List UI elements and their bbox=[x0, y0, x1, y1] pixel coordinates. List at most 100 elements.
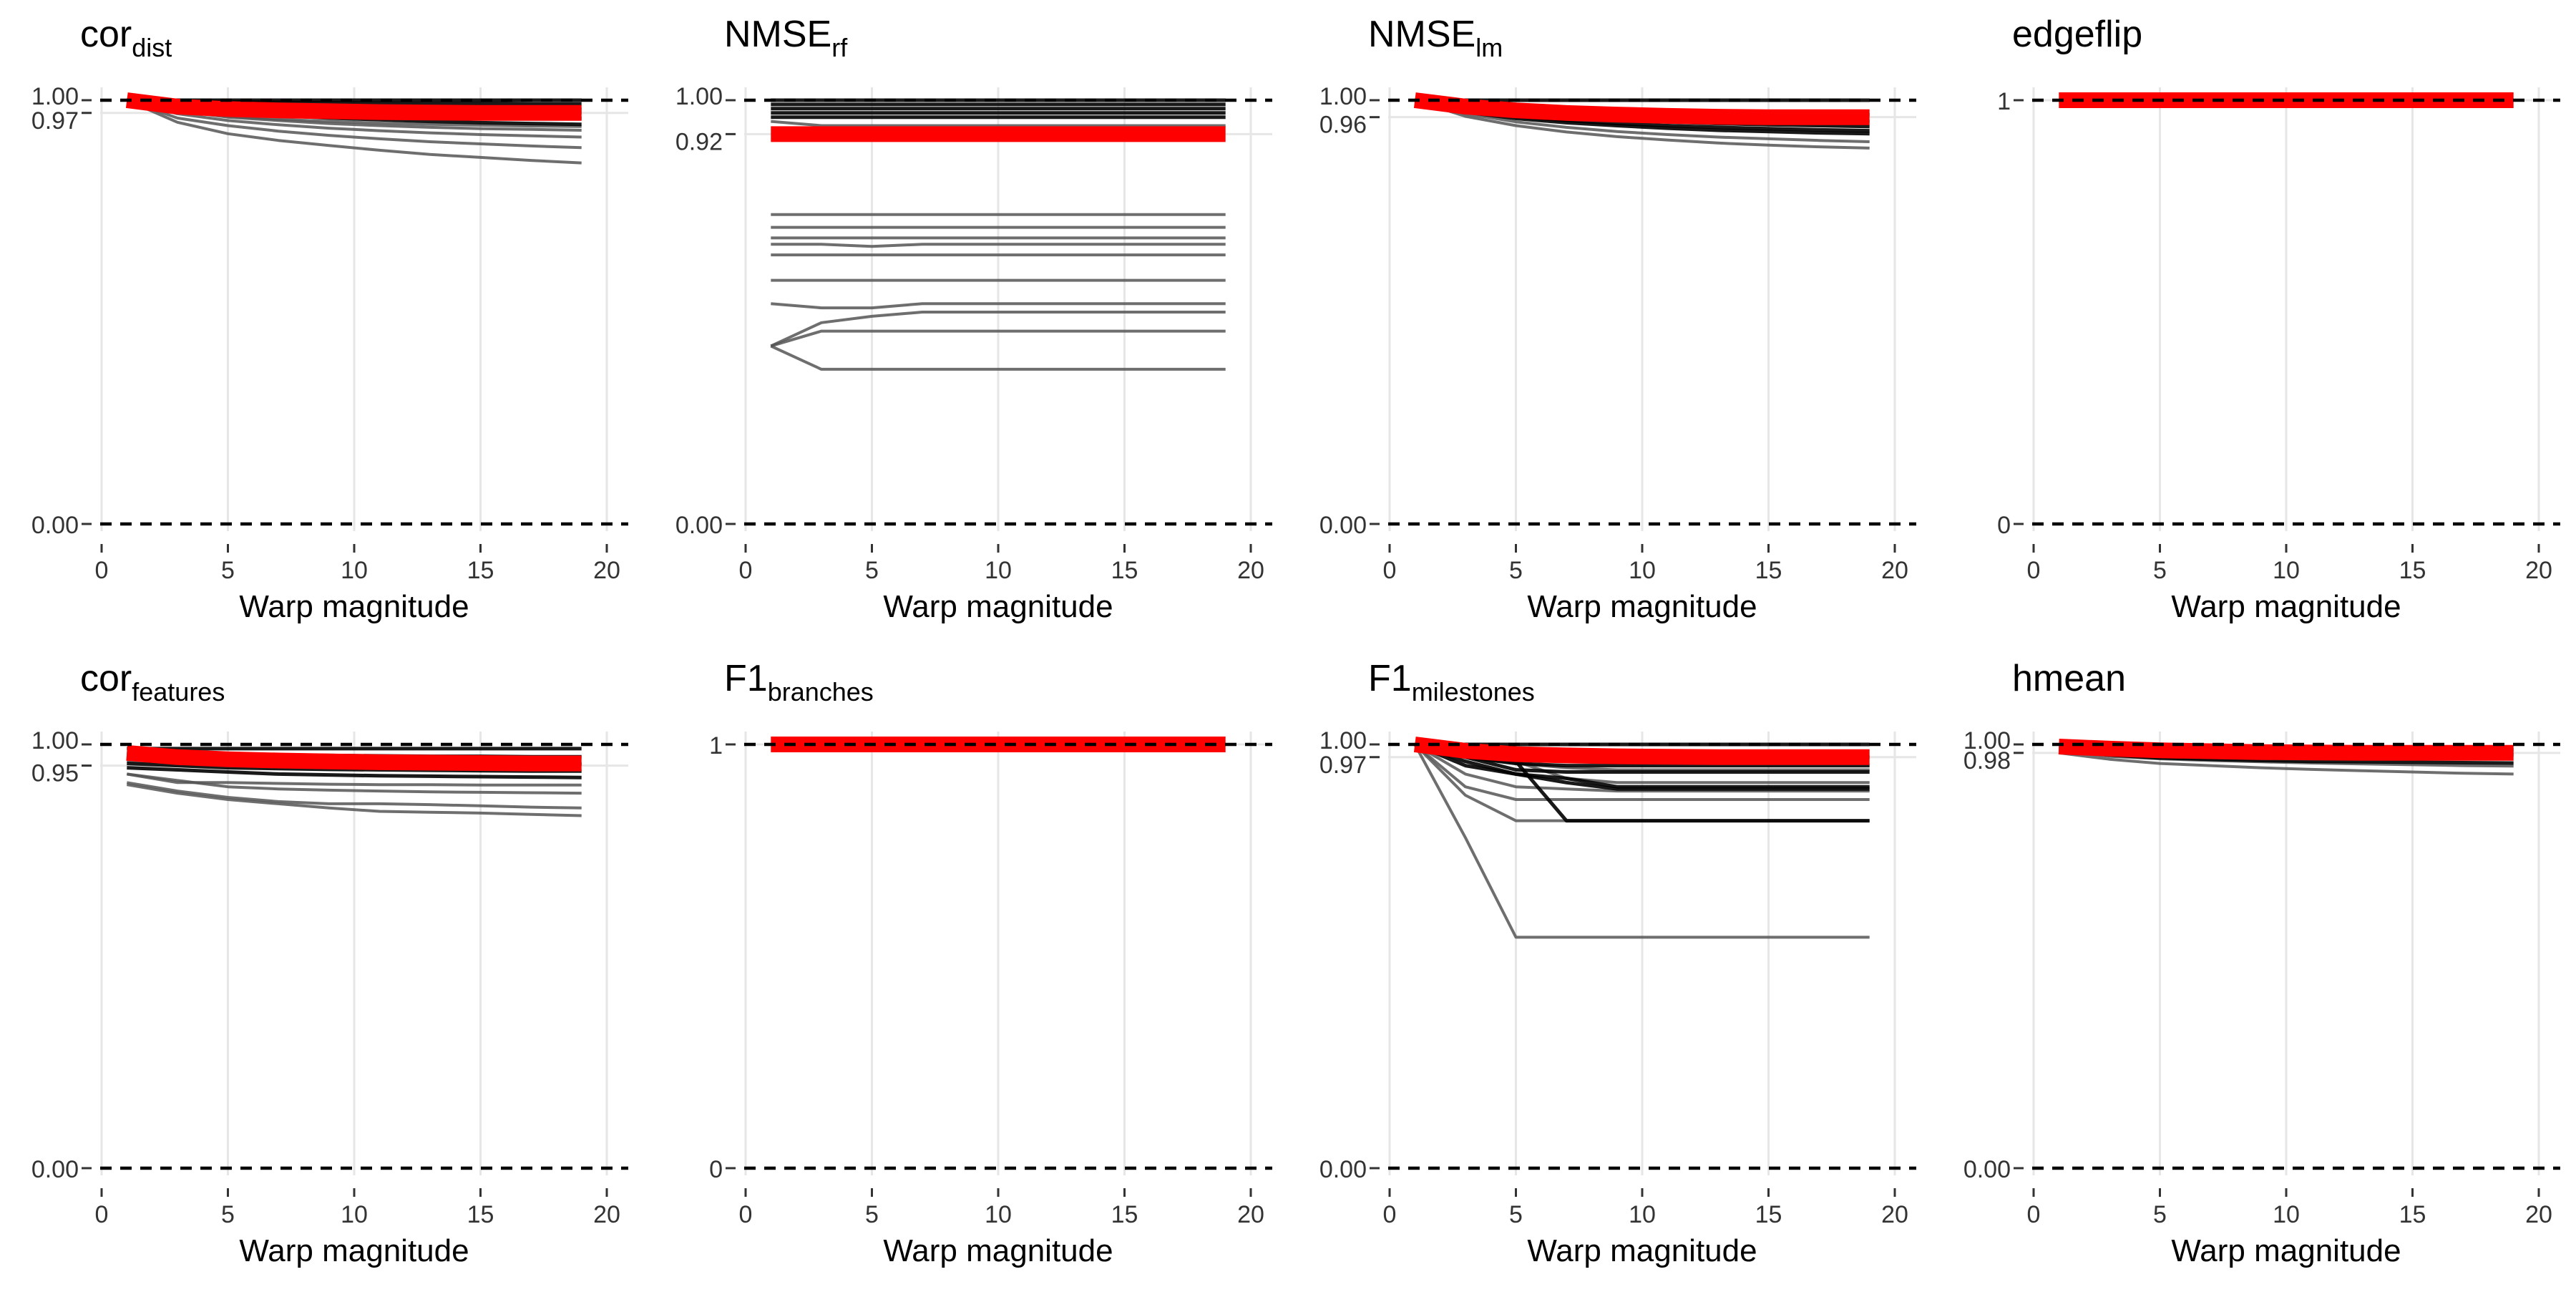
chart-4-ytick-label: 1 bbox=[1997, 88, 2011, 115]
chart-3-series-grey-1 bbox=[1414, 99, 1870, 143]
chart-5-series-grey-4 bbox=[126, 781, 582, 810]
chart-1-title: cordist bbox=[80, 13, 172, 63]
chart-1-series-grey-2 bbox=[126, 99, 582, 139]
chart-1-panel: 0.00 0.971.00 0 5 10 15 20 Warp magnitude bbox=[31, 83, 628, 624]
chart-1-xtick-label: 5 bbox=[221, 557, 235, 584]
chart-1-xtick-label: 15 bbox=[467, 557, 494, 584]
chart-1-xtick-label: 20 bbox=[593, 557, 620, 584]
chart-7-series-highlight bbox=[1413, 737, 1870, 765]
chart-7-ytick-label: 0.00 bbox=[1319, 1156, 1367, 1183]
chart-8-series-grey-2 bbox=[2059, 751, 2514, 776]
chart-7-title-main: F1 bbox=[1368, 658, 1412, 699]
chart-3-ytick-label: 1.00 bbox=[1319, 83, 1367, 110]
chart-2-series-grey-11 bbox=[770, 344, 1226, 371]
chart-5-xtick-label: 0 bbox=[95, 1201, 109, 1228]
chart-1-title-main: cor bbox=[80, 14, 132, 55]
chart-1-ytick-label: 1.00 bbox=[31, 83, 79, 110]
chart-7-xtick-label: 5 bbox=[1509, 1201, 1523, 1228]
chart-8-xtick-label: 5 bbox=[2153, 1201, 2167, 1228]
chart-5-title-sub: features bbox=[132, 677, 225, 706]
chart-6-xlabel: Warp magnitude bbox=[883, 1233, 1113, 1268]
chart-2-xtick-label: 5 bbox=[865, 557, 879, 584]
chart-3-title-main: NMSE bbox=[1368, 14, 1476, 55]
chart-7-series-dark-6 bbox=[1414, 742, 1870, 791]
chart-5-series-dark-5 bbox=[127, 766, 582, 779]
chart-7-xlabel: Warp magnitude bbox=[1527, 1233, 1757, 1268]
chart-4-xtick-label: 20 bbox=[2525, 557, 2552, 584]
chart-3-xtick-label: 20 bbox=[1881, 557, 1908, 584]
chart-5-xtick-label: 10 bbox=[341, 1201, 368, 1228]
chart-5-xtick-label: 20 bbox=[593, 1201, 620, 1228]
chart-2-series-grey-5 bbox=[771, 243, 1226, 248]
chart-5-xtick-label: 5 bbox=[221, 1201, 235, 1228]
chart-4-title-main: edgeflip bbox=[2012, 14, 2143, 55]
chart-7-xtick-label: 15 bbox=[1755, 1201, 1782, 1228]
chart-3-xlabel: Warp magnitude bbox=[1527, 589, 1757, 624]
chart-8-xtick-label: 20 bbox=[2525, 1201, 2552, 1228]
chart-2-panel: 0.00 0.92 1.00 0 5 10 15 20 Warp magnitude bbox=[675, 83, 1272, 624]
chart-7-series-dark-4 bbox=[1414, 742, 1870, 774]
chart-5-series-grey-5 bbox=[126, 783, 582, 817]
chart-1-title-sub: dist bbox=[132, 33, 172, 62]
chart-5-xtick-label: 15 bbox=[467, 1201, 494, 1228]
chart-2-series-grey-8 bbox=[771, 302, 1226, 310]
chart-5-panel: 0.00 0.95 1.00 0 5 10 15 20 Warp magnitude bbox=[31, 727, 628, 1268]
chart-2-xlabel: Warp magnitude bbox=[883, 589, 1113, 624]
chart-2-ytick-label: 0.00 bbox=[675, 512, 723, 539]
chart-7-ytick-label: 1.00 bbox=[1319, 727, 1367, 754]
chart-2-title-sub: rf bbox=[831, 33, 848, 62]
chart-4-xtick-label: 0 bbox=[2027, 557, 2041, 584]
chart-6-xtick-label: 0 bbox=[739, 1201, 753, 1228]
chart-4-xlabel: Warp magnitude bbox=[2171, 589, 2401, 624]
chart-4-xtick-label: 5 bbox=[2153, 557, 2167, 584]
chart-7-series-grey-3 bbox=[1414, 743, 1870, 793]
chart-2-xtick-label: 20 bbox=[1237, 557, 1264, 584]
chart-6-title-main: F1 bbox=[724, 658, 768, 699]
chart-1-series-grey-3 bbox=[126, 99, 582, 150]
chart-6-xtick-label: 5 bbox=[865, 1201, 879, 1228]
chart-1-ytick-label: 0.97 bbox=[31, 107, 79, 135]
chart-8-xtick-label: 0 bbox=[2027, 1201, 2041, 1228]
chart-8-xtick-label: 15 bbox=[2399, 1201, 2426, 1228]
chart-3-xtick-label: 10 bbox=[1629, 557, 1656, 584]
chart-8-xtick-label: 10 bbox=[2273, 1201, 2300, 1228]
chart-8-title-main: hmean bbox=[2012, 658, 2126, 699]
chart-1-series-highlight bbox=[125, 92, 582, 121]
chart-5-title: corfeatures bbox=[80, 657, 225, 707]
chart-7-title: F1milestones bbox=[1368, 657, 1535, 707]
chart-6-xtick-label: 20 bbox=[1237, 1201, 1264, 1228]
chart-3-xtick-label: 5 bbox=[1509, 557, 1523, 584]
chart-4-ytick-label: 0 bbox=[1997, 512, 2011, 539]
chart-6-xtick-label: 15 bbox=[1111, 1201, 1138, 1228]
chart-7-xtick-label: 0 bbox=[1383, 1201, 1397, 1228]
chart-2-ytick-label: 0.92 bbox=[675, 128, 723, 155]
chart-2-title-main: NMSE bbox=[724, 14, 832, 55]
chart-3-series-highlight bbox=[1413, 92, 1870, 125]
chart-2-xtick-label: 15 bbox=[1111, 557, 1138, 584]
chart-2-xtick-label: 0 bbox=[739, 557, 753, 584]
chart-2-series-grey-10 bbox=[770, 329, 1226, 348]
chart-3-series-grey-2 bbox=[1414, 99, 1870, 150]
chart-5-xlabel: Warp magnitude bbox=[239, 1233, 469, 1268]
chart-7-ytick-label: 0.97 bbox=[1319, 752, 1367, 779]
chart-1-xlabel: Warp magnitude bbox=[239, 589, 469, 624]
chart-4-xtick-label: 15 bbox=[2399, 557, 2426, 584]
chart-4-title: edgeflip bbox=[2012, 13, 2142, 56]
chart-3-xtick-label: 0 bbox=[1383, 557, 1397, 584]
chart-7-title-sub: milestones bbox=[1411, 677, 1535, 706]
chart-7-xtick-label: 20 bbox=[1881, 1201, 1908, 1228]
chart-5-series-grey-3 bbox=[127, 772, 582, 795]
chart-3-title-sub: lm bbox=[1475, 33, 1503, 62]
chart-6-title: F1branches bbox=[724, 657, 874, 707]
chart-8-ytick-label: 1.00 bbox=[1963, 727, 2011, 754]
chart-5-ytick-label: 0.95 bbox=[31, 760, 79, 787]
chart-1-xtick-label: 10 bbox=[341, 557, 368, 584]
chart-5-ytick-label: 0.00 bbox=[31, 1156, 79, 1183]
chart-3-panel: 0.00 0.961.00 0 5 10 15 20 Warp magnitude bbox=[1319, 83, 1916, 624]
chart-2-title: NMSErf bbox=[724, 13, 847, 63]
chart-4-xtick-label: 10 bbox=[2273, 557, 2300, 584]
